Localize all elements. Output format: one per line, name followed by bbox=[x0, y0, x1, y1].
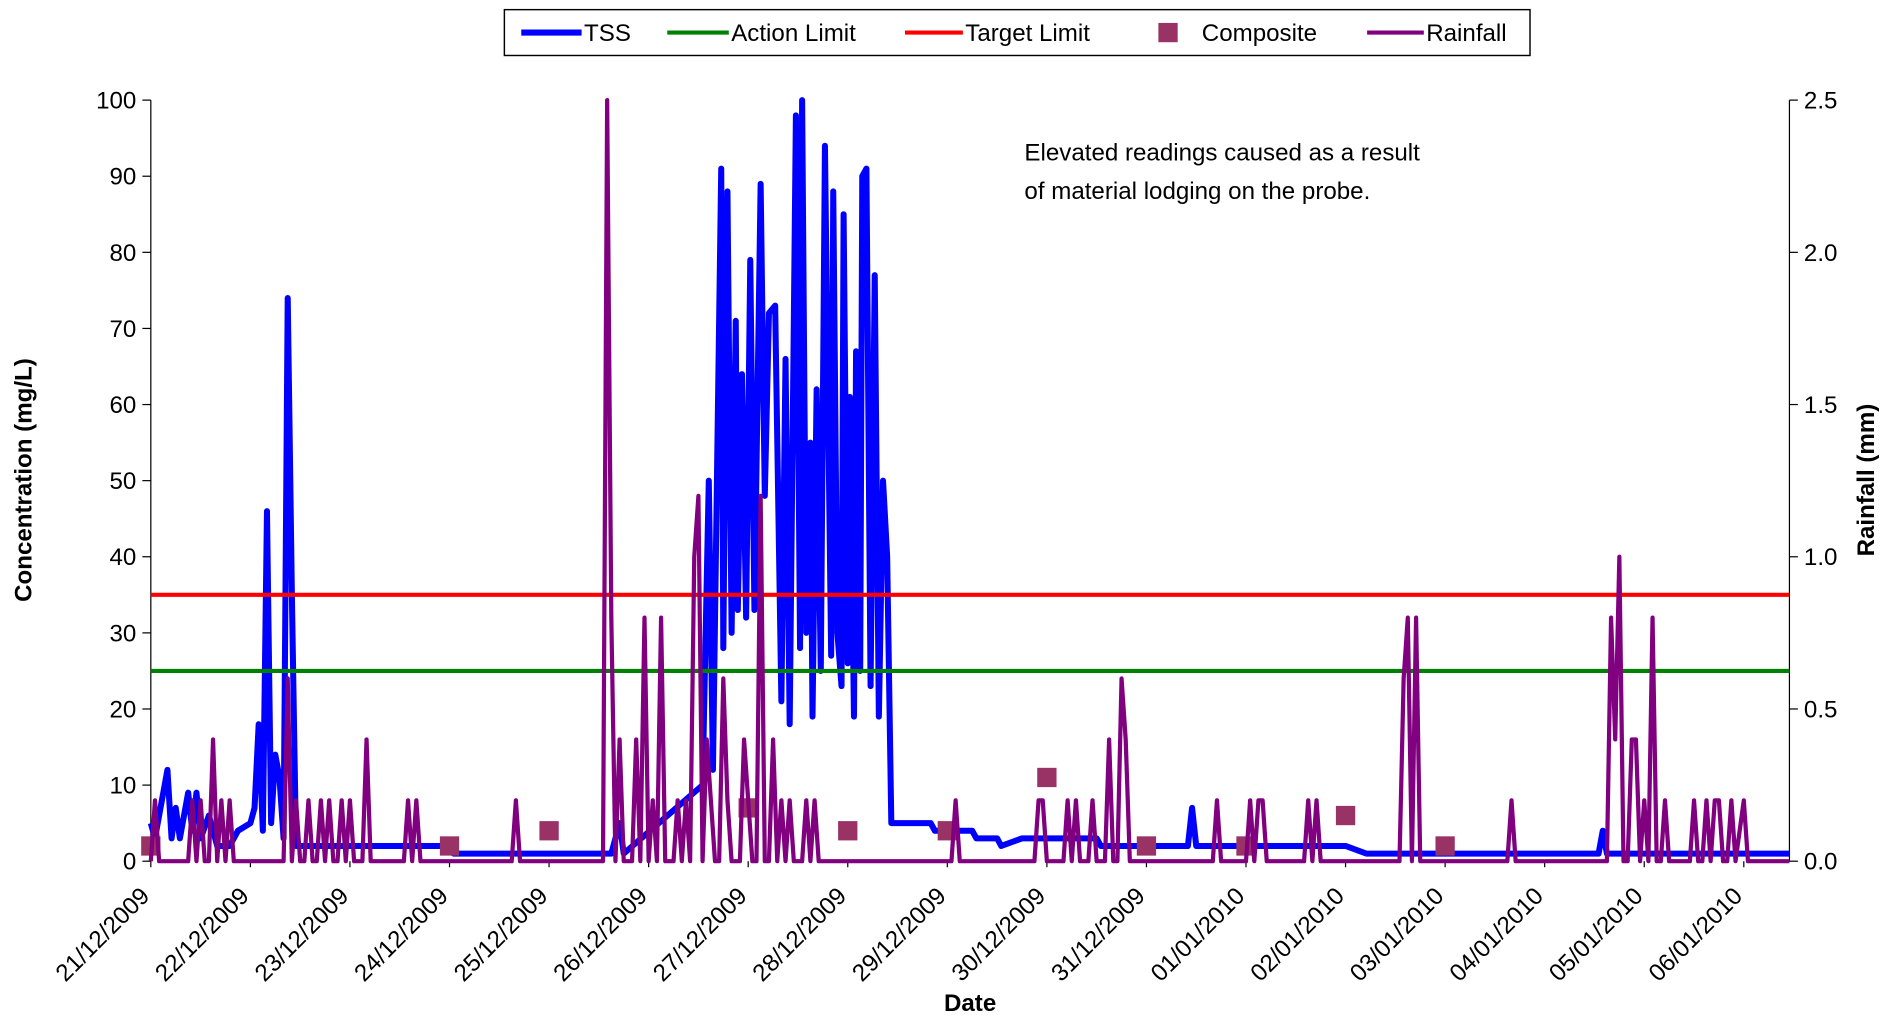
y2-tick-label: 0.0 bbox=[1804, 849, 1838, 876]
composite-point bbox=[539, 821, 559, 841]
x-tick-label: 29/12/2009 bbox=[847, 883, 951, 987]
x-tick-label: 31/12/2009 bbox=[1046, 883, 1150, 987]
data-line bbox=[147, 97, 1790, 857]
composite-point bbox=[1435, 836, 1455, 856]
x-tick-label: 24/12/2009 bbox=[349, 883, 453, 987]
x-tick-label: 21/12/2009 bbox=[51, 883, 155, 987]
x-tick-label: 05/01/2010 bbox=[1544, 883, 1648, 987]
y-tick-label: 0 bbox=[123, 849, 136, 876]
x-tick-label: 28/12/2009 bbox=[748, 883, 852, 987]
annotation: Elevated readings caused as a result bbox=[1024, 139, 1420, 166]
x-tick-label: 27/12/2009 bbox=[648, 883, 752, 987]
legend-label: Action Limit bbox=[731, 20, 856, 47]
y-tick-label: 80 bbox=[110, 240, 137, 267]
y-tick-label: 100 bbox=[96, 88, 136, 115]
legend-symbol bbox=[1158, 22, 1178, 43]
composite-point bbox=[838, 821, 858, 841]
composite-point bbox=[1136, 836, 1157, 856]
y2-tick-label: 2.0 bbox=[1804, 240, 1838, 267]
x-tick-label: 04/01/2010 bbox=[1444, 883, 1548, 987]
x-tick-label: 01/01/2010 bbox=[1146, 883, 1250, 987]
x-tick-label: 02/01/2010 bbox=[1245, 883, 1349, 987]
y-tick-label: 20 bbox=[110, 696, 137, 723]
composite-point bbox=[1335, 805, 1356, 826]
y-tick-label: 10 bbox=[110, 773, 137, 800]
y-axis-title: Concentration (mg/L) bbox=[10, 358, 37, 602]
x-tick-label: 23/12/2009 bbox=[250, 883, 354, 987]
legend: TSS Action Limit Target Limit Composite Rain… bbox=[521, 20, 1507, 47]
legend-label: Rainfall bbox=[1426, 20, 1506, 47]
composite-point bbox=[1037, 767, 1057, 788]
legend-label: Target Limit bbox=[965, 20, 1090, 47]
y-tick-label: 30 bbox=[110, 620, 137, 647]
x-axis-title: Date bbox=[944, 990, 996, 1017]
rainfall-line bbox=[148, 98, 1790, 864]
y-tick-label: 70 bbox=[110, 316, 137, 343]
x-tick-label: 30/12/2009 bbox=[947, 883, 1051, 987]
composite-point bbox=[439, 836, 460, 856]
y-tick-label: 50 bbox=[110, 468, 137, 495]
y2-axis-title: Rainfall (mm) bbox=[1853, 404, 1880, 557]
x-tick-label: 06/01/2010 bbox=[1644, 883, 1748, 987]
x-tick-label: 03/01/2010 bbox=[1345, 883, 1449, 987]
y2-tick-label: 0.5 bbox=[1804, 696, 1838, 723]
y-tick-label: 40 bbox=[110, 544, 137, 571]
y-tick-label: 90 bbox=[110, 164, 137, 191]
y2-tick-label: 1.0 bbox=[1804, 544, 1838, 571]
y2-tick-label: 1.5 bbox=[1804, 392, 1838, 419]
x-tick-label: 26/12/2009 bbox=[548, 883, 652, 987]
x-tick-label: 22/12/2009 bbox=[150, 883, 254, 987]
legend-label: TSS bbox=[584, 20, 631, 47]
x-tick-label: 25/12/2009 bbox=[449, 883, 553, 987]
plot-area: 0 10 20 30 40 50 60 70 80 90 100 0.0 0.5 1.0 1.5 2.0 2.5… bbox=[51, 88, 1838, 987]
annotation: of material lodging on the probe. bbox=[1024, 178, 1370, 205]
legend-label: Composite bbox=[1202, 20, 1317, 47]
y-tick-label: 60 bbox=[110, 392, 137, 419]
y2-tick-label: 2.5 bbox=[1804, 88, 1838, 115]
